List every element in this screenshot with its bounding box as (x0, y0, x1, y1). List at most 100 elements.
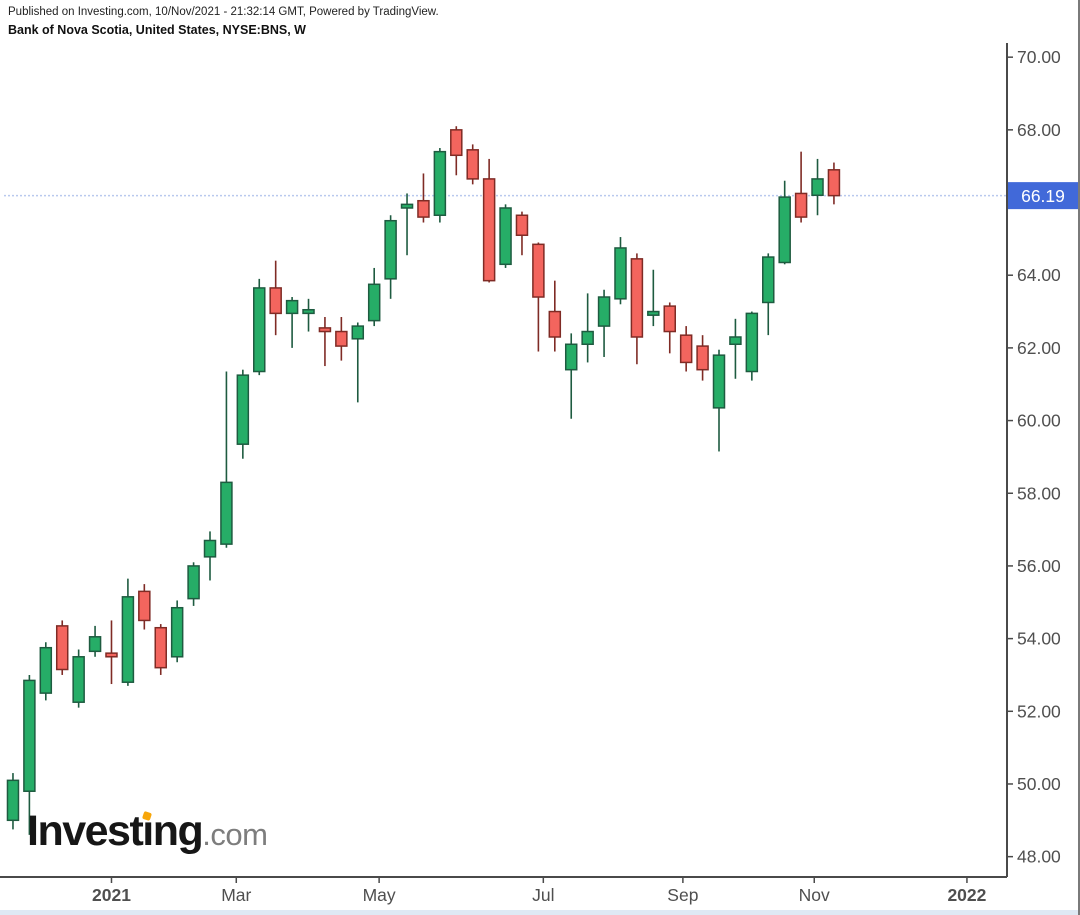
candle (482, 158, 496, 283)
candle (253, 278, 266, 376)
candle (679, 326, 693, 372)
candle-body (450, 129, 463, 157)
y-tick-label: 70.00 (1017, 47, 1061, 67)
y-tick-label: 58.00 (1017, 483, 1061, 503)
candle-body (302, 308, 315, 315)
x-tick-label: 2022 (947, 885, 986, 905)
y-tick-label: 60.00 (1017, 411, 1061, 431)
y-tick-label: 48.00 (1017, 847, 1061, 867)
candle (564, 333, 578, 419)
y-tick-label: 64.00 (1017, 265, 1061, 285)
candle-body (696, 345, 709, 371)
candle (745, 311, 759, 381)
candle-body (433, 150, 447, 217)
candle-body (88, 636, 102, 653)
candle-body (417, 199, 430, 218)
logo-text-start: Invest (27, 807, 144, 855)
candle (6, 773, 20, 830)
candle-body (318, 327, 332, 333)
candle-body (335, 330, 348, 347)
candle (55, 620, 69, 675)
right-border (1078, 0, 1080, 915)
instrument-title: Bank of Nova Scotia, United States, NYSE… (8, 23, 306, 37)
candle (597, 289, 611, 357)
y-tick-label: 54.00 (1017, 629, 1061, 649)
candle (794, 151, 808, 223)
last-price-text: 66.19 (1021, 186, 1065, 206)
candle (417, 173, 430, 223)
candle-body (203, 539, 217, 558)
x-tick-label: Mar (221, 885, 251, 905)
candle-body (105, 652, 118, 658)
candle-body (466, 149, 479, 180)
candle-body (351, 325, 365, 340)
candle-body (794, 192, 808, 218)
candle (450, 126, 463, 176)
candle (466, 144, 479, 185)
candle (170, 600, 184, 663)
y-axis[interactable]: 70.0068.0066.0064.0062.0060.0058.0056.00… (1006, 43, 1061, 877)
candle-body (679, 334, 693, 364)
candle-body (827, 169, 841, 197)
candle-body (269, 287, 282, 315)
candle-body (400, 203, 414, 209)
candle-body (762, 256, 775, 304)
candle-body (253, 287, 266, 373)
candle (39, 642, 53, 701)
candle-body (663, 305, 676, 333)
candle-body (121, 596, 135, 683)
candle (778, 180, 791, 265)
candle (762, 253, 775, 336)
y-tick-label: 50.00 (1017, 774, 1061, 794)
candles-layer (6, 126, 841, 835)
candle-body (154, 626, 167, 669)
candle-body (778, 196, 791, 264)
candle (203, 531, 217, 581)
candle (351, 322, 365, 403)
candle-body (712, 354, 726, 409)
candle (729, 318, 742, 379)
candle (614, 237, 627, 305)
candle (105, 620, 118, 685)
candle (515, 211, 529, 256)
candle (663, 302, 676, 354)
x-tick-label: Jul (532, 885, 554, 905)
y-tick-label: 52.00 (1017, 701, 1061, 721)
candle (811, 158, 824, 216)
candle (220, 371, 233, 548)
candle (433, 148, 447, 223)
candle-body (6, 779, 20, 822)
candle-body (170, 606, 184, 658)
candle-body (811, 178, 824, 197)
logo-text-end: ng (152, 807, 204, 855)
candle-body (647, 310, 660, 316)
candle (647, 269, 660, 327)
candle-body (499, 207, 512, 266)
investing-logo: Investı ng.com (27, 807, 268, 855)
candle-body (72, 656, 85, 703)
candle-body (187, 565, 200, 600)
candle-body (548, 310, 562, 338)
candle (269, 260, 282, 336)
y-tick-label: 62.00 (1017, 338, 1061, 358)
x-tick-label: 2021 (92, 885, 131, 905)
candle (121, 578, 135, 686)
candle (154, 624, 167, 675)
candle (138, 584, 151, 630)
candle-body (614, 247, 627, 300)
candle-body (236, 374, 250, 445)
candle-body (220, 481, 233, 545)
candle-body (729, 336, 742, 346)
candle (236, 369, 250, 459)
x-tick-label: Nov (799, 885, 830, 905)
x-axis[interactable]: 2021 Mar May Jul Sep Nov 2022 (0, 876, 1007, 905)
candle-body (515, 214, 529, 236)
footer-strip (0, 910, 1080, 915)
candle (318, 317, 332, 367)
candle-body (745, 312, 759, 373)
candle-body (39, 646, 53, 694)
candle-body (597, 296, 611, 327)
candle (88, 625, 102, 657)
